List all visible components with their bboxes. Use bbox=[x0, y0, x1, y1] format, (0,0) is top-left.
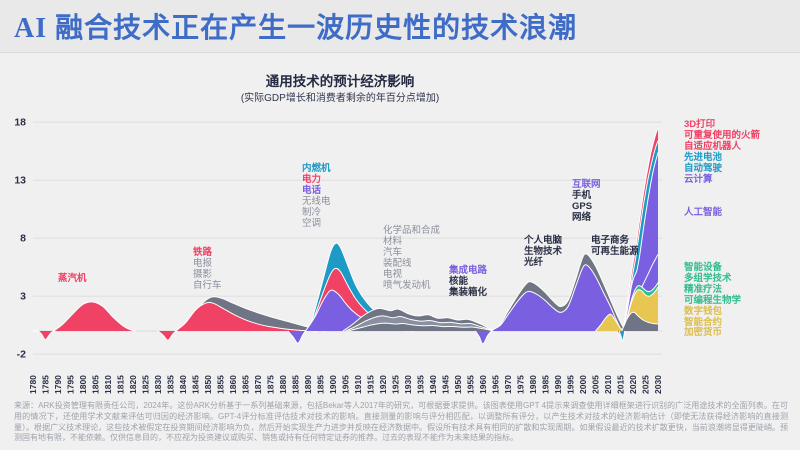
wave-edge-ai-wave-purple bbox=[622, 152, 659, 332]
x-tick-label: 1890 bbox=[303, 375, 313, 394]
x-tick-label: 2020 bbox=[628, 375, 638, 394]
x-tick-label: 1975 bbox=[516, 375, 526, 394]
source-disclaimer: 来源：ARK投资管理有限责任公司，2024年。这份ARK分析基于一系列基础来源，… bbox=[14, 401, 788, 443]
x-tick-label: 2015 bbox=[616, 375, 626, 394]
x-tick-label: 1950 bbox=[453, 375, 463, 394]
x-tick-label: 1840 bbox=[178, 375, 188, 394]
y-tick-label: 3 bbox=[20, 291, 26, 303]
x-tick-label: 1870 bbox=[253, 375, 263, 394]
wave-edge-ai-wave-gray bbox=[621, 311, 659, 332]
x-tick-label: 2010 bbox=[603, 375, 613, 394]
x-tick-label: 1895 bbox=[316, 375, 326, 394]
wave-railway bbox=[158, 302, 318, 341]
x-tick-label: 1880 bbox=[278, 375, 288, 394]
x-tick-label: 1925 bbox=[391, 375, 401, 394]
wave-edge-chemicals-layer-b bbox=[345, 315, 494, 332]
x-tick-label: 1845 bbox=[191, 375, 201, 394]
y-tick-label: 18 bbox=[14, 117, 26, 129]
x-tick-label: 1915 bbox=[366, 375, 376, 394]
wave-ai-wave-gray bbox=[621, 312, 658, 331]
x-tick-label: 1965 bbox=[491, 375, 501, 394]
x-tick-label: 1970 bbox=[503, 375, 513, 394]
chart-title: 通用技术的预计经济影响 bbox=[265, 74, 415, 89]
x-tick-label: 1905 bbox=[341, 375, 351, 394]
wave-ic-internet-purple bbox=[475, 264, 623, 344]
x-tick-label: 1830 bbox=[153, 375, 163, 394]
wave-edge-chemicals-layer-c bbox=[347, 322, 494, 332]
x-tick-label: 1790 bbox=[53, 375, 63, 394]
x-tick-label: 1960 bbox=[478, 375, 488, 394]
chart-subtitle: (实际GDP增长和消费者剩余的年百分点增加) bbox=[240, 93, 440, 104]
y-tick-label: 8 bbox=[20, 233, 26, 245]
y-tick-label: -2 bbox=[17, 349, 26, 361]
wave-edge-ai-wave-yellow bbox=[623, 286, 659, 332]
x-tick-label: 1865 bbox=[241, 375, 251, 394]
wave-edge-ic-internet-gray-cap bbox=[493, 253, 628, 332]
x-tick-label: 1855 bbox=[216, 375, 226, 394]
x-tick-label: 1875 bbox=[266, 375, 276, 394]
x-tick-label: 1955 bbox=[466, 375, 476, 394]
x-tick-label: 1860 bbox=[228, 375, 238, 394]
x-tick-label: 1795 bbox=[66, 375, 76, 394]
x-tick-label: 1945 bbox=[441, 375, 451, 394]
x-tick-label: 1780 bbox=[28, 375, 38, 394]
wave-edge-ic-internet-purple bbox=[475, 264, 624, 345]
x-tick-label: 1980 bbox=[528, 375, 538, 394]
x-tick-label: 1990 bbox=[553, 375, 563, 394]
wave-edge-steam-engine bbox=[32, 301, 136, 341]
x-tick-label: 2005 bbox=[591, 375, 601, 394]
x-tick-label: 1920 bbox=[378, 375, 388, 394]
x-tick-label: 1885 bbox=[291, 375, 301, 394]
x-tick-label: 2000 bbox=[578, 375, 588, 394]
x-tick-label: 1985 bbox=[541, 375, 551, 394]
x-tick-label: 1930 bbox=[403, 375, 413, 394]
x-tick-label: 1995 bbox=[566, 375, 576, 394]
y-tick-label: 13 bbox=[14, 175, 26, 187]
x-tick-label: 1935 bbox=[416, 375, 426, 394]
slide-title: AI 融合技术正在产生一波历史性的技术浪潮 bbox=[14, 13, 578, 44]
x-tick-label: 1800 bbox=[78, 375, 88, 394]
slide-header: AI 融合技术正在产生一波历史性的技术浪潮 bbox=[0, 0, 800, 53]
x-tick-label: 1940 bbox=[428, 375, 438, 394]
wave-edge-chemicals-layer-a bbox=[342, 307, 494, 332]
wave-early-crypto-yellow bbox=[595, 314, 625, 331]
x-tick-label: 2030 bbox=[653, 375, 663, 394]
x-tick-label: 1850 bbox=[203, 375, 213, 394]
x-tick-label: 1825 bbox=[141, 375, 151, 394]
x-tick-label: 1815 bbox=[116, 375, 126, 394]
x-tick-label: 1835 bbox=[166, 375, 176, 394]
wave-chemicals-layer-c bbox=[348, 323, 493, 331]
wave-edge-ai-wave-teal bbox=[618, 140, 659, 342]
x-tick-label: 1910 bbox=[353, 375, 363, 394]
x-tick-label: 1805 bbox=[91, 375, 101, 394]
x-tick-label: 1820 bbox=[128, 375, 138, 394]
x-tick-label: 1900 bbox=[328, 375, 338, 394]
x-tick-label: 1810 bbox=[103, 375, 113, 394]
x-tick-label: 2025 bbox=[641, 375, 651, 394]
wave-edge-railway bbox=[157, 301, 319, 341]
wave-steam-engine bbox=[33, 301, 136, 340]
wave-edge-early-crypto-yellow bbox=[595, 313, 625, 332]
x-tick-label: 1785 bbox=[41, 375, 51, 394]
